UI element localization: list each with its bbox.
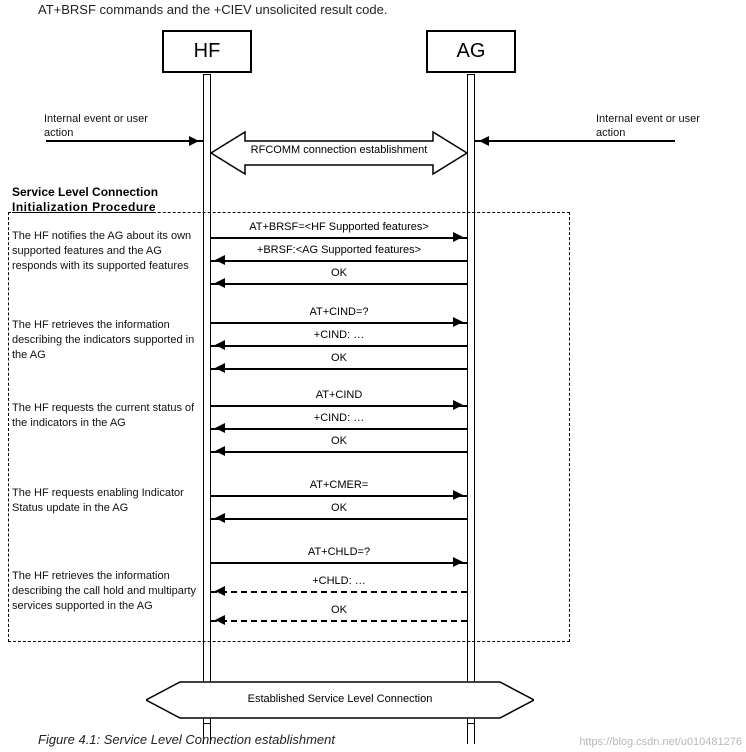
participant-hf: HF: [162, 30, 252, 73]
arrowhead-icon: [210, 513, 225, 523]
arrow-line: [211, 591, 467, 593]
group-desc: The HF retrieves the information describ…: [12, 318, 198, 363]
message-label: +CIND: …: [211, 329, 467, 341]
message-arrow: +CIND: …: [211, 329, 467, 349]
message-arrow: +CHLD: …: [211, 575, 467, 595]
message-arrow: AT+CIND: [211, 389, 467, 409]
arrowhead-icon: [210, 363, 225, 373]
arrowhead-icon: [210, 340, 225, 350]
arrow-line: [211, 368, 467, 370]
message-arrow: OK: [211, 604, 467, 624]
message-label: OK: [211, 604, 467, 616]
arrow-line: [211, 260, 467, 262]
message-label: AT+CIND: [211, 389, 467, 401]
section-title-1: Service Level Connection: [12, 185, 158, 199]
message-label: +BRSF:<AG Supported features>: [211, 244, 467, 256]
arrow-line: [211, 405, 467, 407]
established-label: Established Service Level Connection: [146, 693, 534, 705]
group-desc: The HF requests the current status of th…: [12, 401, 198, 431]
event-arrow-hf: [46, 140, 203, 142]
group-desc: The HF notifies the AG about its own sup…: [12, 229, 198, 274]
message-arrow: OK: [211, 502, 467, 522]
arrow-line: [211, 451, 467, 453]
arrow-line: [211, 620, 467, 622]
arrow-line: [211, 345, 467, 347]
message-arrow: AT+CMER=: [211, 479, 467, 499]
arrow-line: [211, 562, 467, 564]
message-arrow: +CIND: …: [211, 412, 467, 432]
lifeline-stub-ag: [467, 724, 475, 744]
message-arrow: OK: [211, 435, 467, 455]
arrowhead-icon: [453, 317, 468, 327]
group-desc: The HF requests enabling Indicator Statu…: [12, 486, 198, 516]
message-label: +CIND: …: [211, 412, 467, 424]
arrowhead-icon: [453, 557, 468, 567]
arrow-line: [211, 283, 467, 285]
rfcomm-box: RFCOMM connection establishment: [211, 130, 467, 176]
message-label: OK: [211, 352, 467, 364]
arrowhead-icon: [210, 446, 225, 456]
arrowhead-icon: [453, 232, 468, 242]
message-arrow: OK: [211, 267, 467, 287]
message-label: OK: [211, 435, 467, 447]
arrowhead-icon: [453, 490, 468, 500]
rfcomm-label: RFCOMM connection establishment: [211, 144, 467, 156]
participant-ag: AG: [426, 30, 516, 73]
arrow-line: [211, 495, 467, 497]
arrow-line: [211, 428, 467, 430]
arrow-line: [211, 322, 467, 324]
watermark: https://blog.csdn.net/u010481276: [579, 736, 742, 748]
arrowhead-icon: [210, 255, 225, 265]
arrow-line: [211, 237, 467, 239]
header-text: AT+BRSF commands and the +CIEV unsolicit…: [38, 2, 387, 17]
figure-caption: Figure 4.1: Service Level Connection est…: [38, 732, 335, 747]
arrowhead-icon: [210, 278, 225, 288]
message-arrow: AT+CHLD=?: [211, 546, 467, 566]
message-label: OK: [211, 502, 467, 514]
event-label-ag: Internal event or user action: [596, 112, 716, 141]
message-arrow: +BRSF:<AG Supported features>: [211, 244, 467, 264]
message-label: AT+CHLD=?: [211, 546, 467, 558]
message-label: AT+CMER=: [211, 479, 467, 491]
message-label: AT+BRSF=<HF Supported features>: [211, 221, 467, 233]
group-desc: The HF retrieves the information describ…: [12, 569, 198, 614]
arrowhead-icon: [210, 586, 225, 596]
arrowhead-icon: [210, 615, 225, 625]
message-label: OK: [211, 267, 467, 279]
arrowhead-icon: [210, 423, 225, 433]
event-label-hf: Internal event or user action: [44, 112, 164, 141]
arrow-line: [211, 518, 467, 520]
message-arrow: OK: [211, 352, 467, 372]
established-box: Established Service Level Connection: [146, 680, 534, 720]
message-label: +CHLD: …: [211, 575, 467, 587]
arrowhead-icon: [453, 400, 468, 410]
event-arrow-ag: [475, 140, 675, 142]
message-arrow: AT+CIND=?: [211, 306, 467, 326]
message-label: AT+CIND=?: [211, 306, 467, 318]
message-arrow: AT+BRSF=<HF Supported features>: [211, 221, 467, 241]
